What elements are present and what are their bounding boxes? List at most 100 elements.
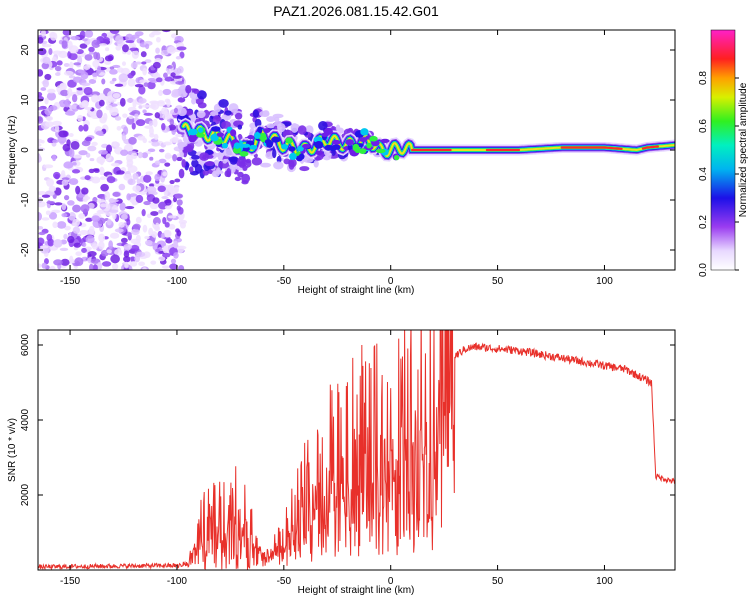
spectrogram-speckle	[96, 261, 103, 270]
spectrogram-speckle	[76, 87, 84, 91]
spectrogram-ridge-blob	[289, 152, 297, 161]
spectrogram-blob	[299, 166, 310, 172]
spectrogram-speckle	[38, 143, 42, 147]
snr-xtick-label: -50	[277, 576, 292, 587]
spectrogram-speckle	[61, 179, 69, 186]
spectrogram-blob	[184, 109, 194, 116]
spectrogram-speckle	[123, 243, 133, 250]
colorbar-tick-label: 0.4	[698, 167, 709, 181]
spectrogram-blob	[193, 88, 200, 94]
spectrogram-blob	[191, 97, 197, 105]
spectrogram-heatmap	[38, 30, 675, 270]
spectrogram-speckle	[62, 143, 71, 152]
spectrogram-speckle	[38, 190, 47, 196]
spectrogram-speckle	[167, 186, 175, 193]
spectrogram-speckle	[168, 223, 176, 230]
spectrogram-xtick-label: -50	[277, 276, 292, 287]
spectrogram-speckle	[164, 230, 171, 238]
spectrogram-speckle	[102, 37, 110, 42]
spectrogram-speckle	[61, 213, 68, 218]
spectrogram-speckle	[149, 156, 154, 161]
spectrogram-speckle	[96, 109, 103, 119]
spectrogram-speckle	[106, 249, 112, 254]
spectrogram-speckle	[152, 61, 161, 69]
spectrogram-speckle	[162, 252, 171, 258]
spectrogram-speckle	[142, 137, 148, 144]
spectrogram-blob	[212, 152, 221, 158]
spectrogram-speckle	[162, 245, 168, 254]
spectrogram-speckle	[138, 261, 146, 267]
spectrogram-speckle	[44, 121, 54, 128]
spectrogram-speckle	[38, 212, 43, 221]
spectrogram-speckle	[93, 168, 100, 173]
spectrogram-speckle	[52, 120, 62, 126]
spectrogram-blob	[229, 156, 238, 165]
spectrogram-speckle	[87, 251, 97, 257]
spectrogram-speckle	[98, 99, 105, 107]
spectrogram-speckle	[72, 218, 81, 227]
spectrogram-speckle	[56, 221, 67, 229]
spectrogram-speckle	[91, 176, 101, 184]
spectrogram-ytick-label: 20	[20, 44, 31, 56]
spectrogram-speckle	[68, 212, 76, 221]
spectrogram-speckle	[91, 39, 101, 49]
spectrogram-speckle	[61, 203, 67, 211]
spectrogram-ridge-blob	[347, 145, 353, 151]
colorbar-tick-label: 0.8	[698, 71, 709, 85]
spectrogram-speckle	[126, 158, 134, 167]
spectrogram-speckle	[149, 133, 155, 138]
spectrogram-speckle	[109, 80, 115, 85]
spectrogram-ridge-blob	[257, 126, 263, 134]
snr-ytick-label: 6000	[20, 333, 31, 356]
spectrogram-speckle	[90, 258, 101, 264]
spectrogram-speckle	[54, 125, 60, 133]
spectrogram-speckle	[147, 81, 156, 90]
spectrogram-speckle	[132, 223, 141, 230]
spectrogram-speckle	[38, 95, 45, 102]
spectrogram-speckle	[109, 232, 120, 239]
spectrogram-speckle	[144, 239, 153, 246]
spectrogram-speckle	[164, 205, 172, 210]
spectrogram-speckle	[150, 79, 158, 84]
spectrogram-speckle	[46, 200, 56, 205]
spectrogram-blob	[283, 158, 291, 165]
spectrogram-speckle	[158, 89, 163, 97]
colorbar-ticks: 0.0 0.2 0.4 0.6 0.8	[698, 71, 739, 277]
spectrogram-xtick-label: 50	[492, 276, 504, 287]
spectrogram-speckle	[61, 177, 70, 181]
spectrogram-speckle	[92, 72, 98, 77]
spectrogram-speckle	[130, 152, 138, 159]
spectrogram-blob	[183, 144, 194, 153]
snr-ytick-label: 4000	[20, 408, 31, 431]
spectrogram-speckle	[69, 61, 74, 70]
spectrogram-speckle	[70, 140, 80, 150]
spectrogram-ridge-blob	[345, 139, 354, 146]
spectrogram-speckle	[155, 222, 160, 230]
spectrogram-speckle	[98, 241, 105, 250]
spectrogram-speckle	[148, 33, 155, 38]
spectrogram-speckle	[88, 225, 95, 235]
spectrogram-speckle	[101, 78, 106, 85]
colorbar-tick-label: 0.0	[698, 263, 709, 277]
spectrogram-blob	[224, 110, 232, 116]
spectrogram-speckle	[88, 168, 95, 174]
spectrogram-speckle	[132, 172, 139, 180]
spectrogram-xtick-label: 100	[596, 276, 613, 287]
spectrogram-speckle	[121, 213, 128, 220]
spectrogram-speckle	[38, 111, 42, 117]
spectrogram-speckle	[120, 149, 129, 156]
snr-xtick-label: 0	[388, 576, 394, 587]
spectrogram-speckle	[89, 263, 94, 270]
colorbar-tick-label: 0.2	[698, 215, 709, 229]
spectrogram-speckle	[175, 228, 180, 233]
spectrogram-speckle	[63, 233, 68, 240]
spectrogram-speckle	[116, 67, 124, 73]
spectrogram-speckle	[162, 114, 171, 120]
spectrogram-xtick-label: 0	[388, 276, 394, 287]
spectrogram-speckle	[131, 201, 138, 206]
spectrogram-speckle	[38, 116, 44, 124]
spectrogram-speckle	[44, 73, 52, 81]
spectrogram-speckle	[176, 46, 187, 51]
spectrogram-speckle	[99, 43, 108, 47]
spectrogram-blob	[222, 158, 228, 164]
